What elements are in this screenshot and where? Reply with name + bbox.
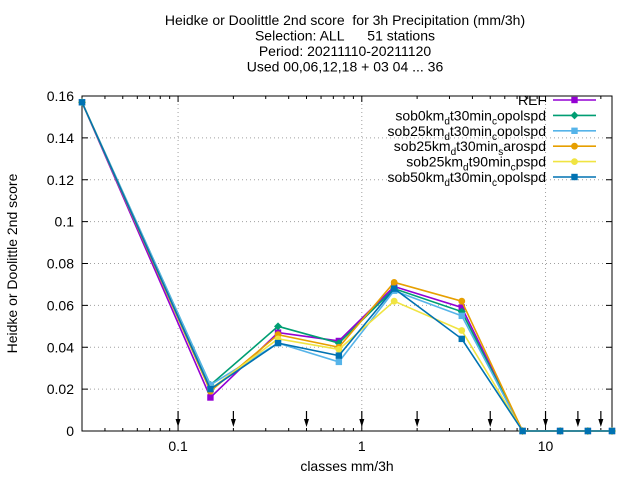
threshold-marker-head (543, 419, 548, 427)
threshold-marker-head (304, 419, 309, 427)
data-point (391, 285, 397, 291)
data-point (391, 279, 398, 286)
legend-swatch-marker (571, 128, 577, 134)
data-point (459, 313, 465, 319)
data-point (391, 298, 398, 305)
title-line-1: Heidke or Doolittle 2nd score for 3h Pre… (165, 12, 525, 28)
data-point (609, 428, 615, 434)
legend-label-part: opolspd (497, 169, 546, 185)
data-point (207, 386, 213, 392)
legend-swatch-marker (571, 174, 577, 180)
legend-label-part: sob50km (388, 169, 445, 185)
data-point (458, 327, 465, 334)
legend-label-part: t90min (469, 154, 511, 170)
threshold-marker-head (488, 419, 493, 427)
y-tick-label: 0.14 (47, 130, 74, 146)
threshold-marker-head (231, 419, 236, 427)
data-point (336, 352, 342, 358)
threshold-marker (543, 411, 548, 427)
x-tick-label: 0.1 (168, 438, 188, 454)
data-point (207, 394, 213, 400)
title-line-3: Period: 20211110-20211120 (259, 43, 432, 59)
y-tick-label: 0.12 (47, 172, 74, 188)
threshold-marker-head (598, 419, 603, 427)
legend-label-part: sob25km (394, 138, 451, 154)
legend-swatch-marker (571, 97, 577, 103)
y-tick-label: 0.04 (47, 339, 74, 355)
legend-item-0: REF (518, 92, 596, 108)
title-line-4: Used 00,06,12,18 + 03 04 ... 36 (247, 59, 444, 75)
y-tick-label: 0.1 (55, 214, 75, 230)
data-point (275, 340, 281, 346)
x-tick-label: 10 (538, 438, 554, 454)
legend-label-part: pspd (516, 154, 546, 170)
chart-title: Heidke or Doolittle 2nd score for 3h Pre… (165, 12, 525, 75)
legend-label-part: sob25km (406, 154, 463, 170)
threshold-marker-head (575, 419, 580, 427)
y-tick-label: 0.08 (47, 256, 74, 272)
legend-label-part: opolspd (497, 107, 546, 123)
data-point (336, 359, 342, 365)
y-tick-label: 0.02 (47, 381, 74, 397)
threshold-marker (359, 411, 364, 427)
legend-label: REF (518, 92, 546, 108)
y-axis-label: Heidke or Doolittle 2nd score (4, 173, 20, 353)
threshold-marker (575, 411, 580, 427)
y-tick-label: 0.06 (47, 297, 74, 313)
data-point (459, 336, 465, 342)
data-point (519, 428, 525, 434)
threshold-marker (415, 411, 420, 427)
legend-label-part: t30min (450, 123, 492, 139)
legend-label-part: sob25km (388, 123, 445, 139)
threshold-marker-head (415, 419, 420, 427)
legend-swatch-marker (571, 158, 578, 165)
legend-label-part: opolspd (497, 123, 546, 139)
legend-swatch-marker (571, 111, 579, 119)
legend-label-part: sob0km (395, 107, 444, 123)
legend-swatch-marker (571, 143, 578, 150)
data-point (458, 298, 465, 305)
legend-label-part: arospd (503, 138, 546, 154)
data-point (585, 428, 591, 434)
x-axis-label: classes mm/3h (300, 458, 393, 474)
threshold-marker (231, 411, 236, 427)
data-point (79, 99, 85, 105)
legend-label-part: REF (518, 92, 546, 108)
legend-label-part: t30min (450, 169, 492, 185)
legend-label-part: t30min (456, 138, 498, 154)
threshold-marker (304, 411, 309, 427)
legend-item-5: sob50kmdt30mincopolspd (388, 169, 596, 189)
threshold-marker (488, 411, 493, 427)
x-tick-label: 1 (358, 438, 366, 454)
threshold-markers (176, 411, 604, 427)
legend: REFsob0kmdt30mincopolspdsob25kmdt30minco… (388, 92, 596, 189)
threshold-marker (598, 411, 603, 427)
data-point (557, 428, 563, 434)
title-line-2: Selection: ALL 51 stations (255, 28, 435, 44)
threshold-marker-head (359, 419, 364, 427)
y-tick-label: 0.16 (47, 88, 74, 104)
threshold-marker-head (176, 419, 181, 427)
legend-label: sob50kmdt30mincopolspd (388, 169, 546, 189)
legend-label-part: t30min (450, 107, 492, 123)
threshold-marker (176, 411, 181, 427)
y-tick-label: 0 (66, 423, 74, 439)
